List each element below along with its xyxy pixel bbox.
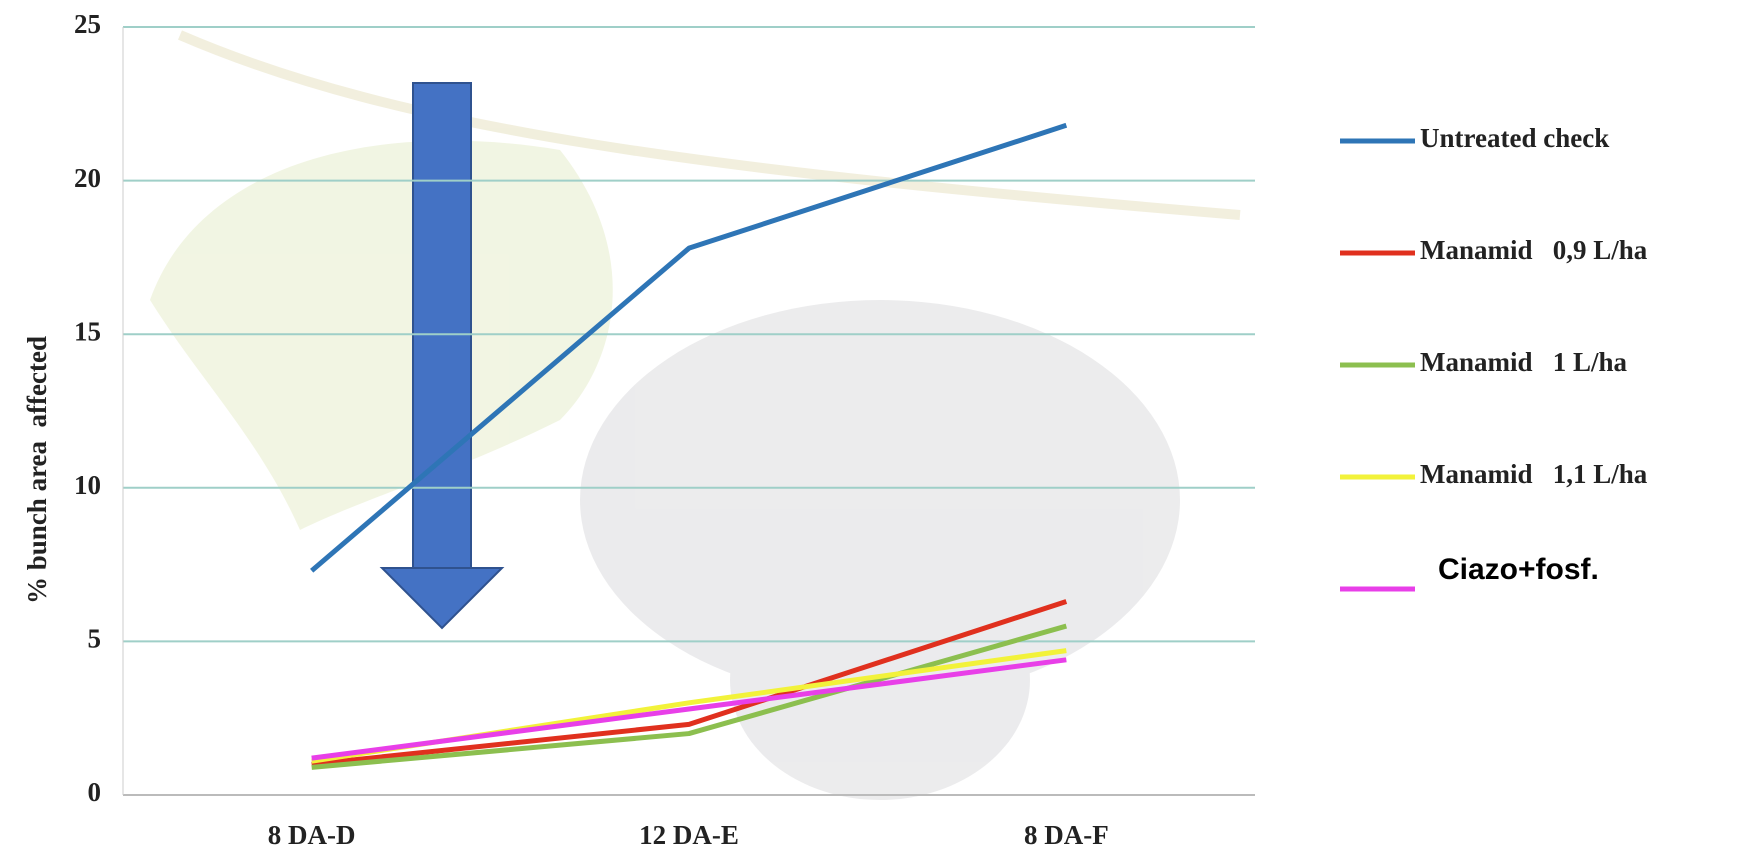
y-axis-label: % bunch area affected (22, 336, 52, 604)
x-tick-label: 8 DA-D (268, 820, 356, 850)
legend-label: Untreated check (1420, 123, 1609, 153)
x-tick-label: 8 DA-F (1024, 820, 1109, 850)
y-tick-label: 15 (74, 316, 101, 346)
y-tick-label: 5 (88, 624, 102, 654)
series-line (311, 623, 1068, 770)
legend-label: Manamid 0,9 L/ha (1420, 235, 1648, 265)
y-tick-label: 0 (88, 777, 102, 807)
arrow (379, 82, 505, 630)
y-tick-label: 25 (74, 9, 101, 39)
legend-label: Manamid 1,1 L/ha (1420, 459, 1648, 489)
series-line (311, 657, 1067, 761)
background-decoration (150, 30, 1241, 800)
y-tick-label: 10 (74, 470, 101, 500)
y-tick-label: 20 (74, 163, 101, 193)
legend-label: Ciazo+fosf. (1438, 553, 1599, 586)
series-line (310, 122, 1068, 573)
x-tick-label: 12 DA-E (639, 820, 739, 850)
series-line (311, 599, 1068, 767)
legend-label: Manamid 1 L/ha (1420, 347, 1628, 377)
